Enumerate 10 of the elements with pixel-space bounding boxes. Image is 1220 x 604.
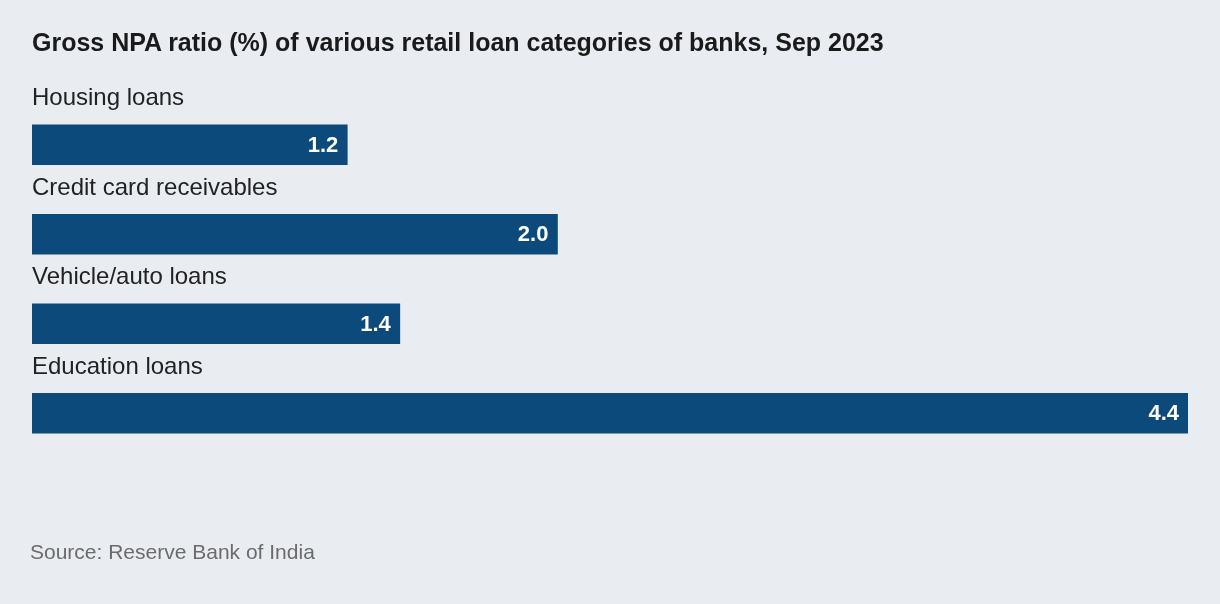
y-tick-label: Vehicle/auto loans (32, 262, 227, 290)
y-tick-label: Education loans (32, 351, 203, 379)
data-label: 1.2 (307, 131, 339, 157)
source-note: Source: Reserve Bank of India (30, 540, 315, 564)
y-tick-label: Housing loans (32, 83, 185, 111)
chart-title: Gross NPA ratio (%) of various retail loan categories of banks, Sep 2023 (32, 28, 884, 57)
y-tick-label: Credit card receivables (32, 172, 278, 200)
data-label: 1.4 (360, 310, 392, 336)
data-label: 4.4 (1148, 400, 1180, 426)
data-label: 2.0 (517, 221, 549, 247)
